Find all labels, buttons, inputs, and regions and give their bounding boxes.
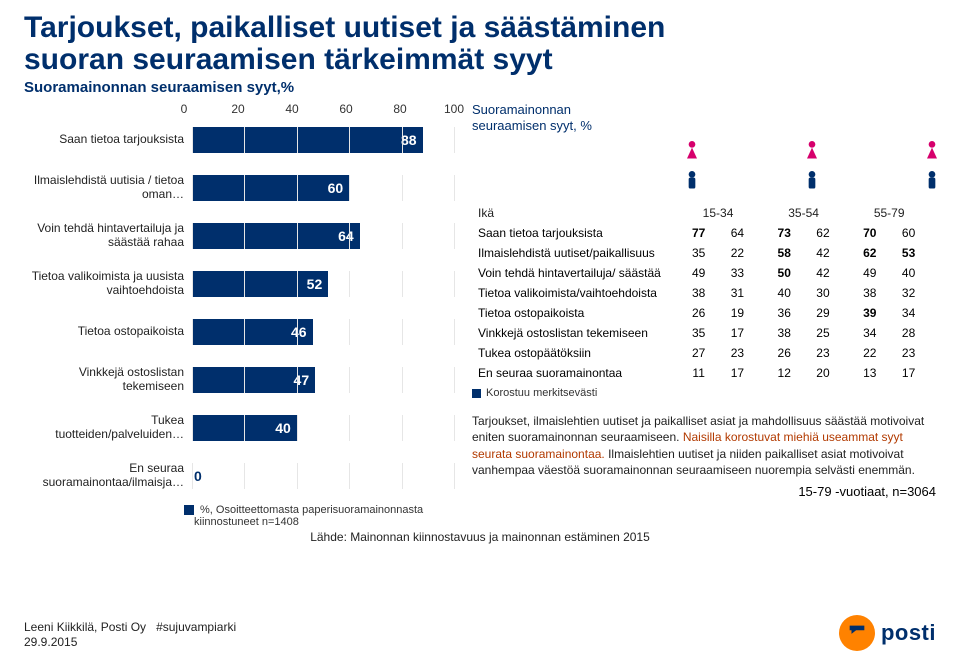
footer-credits: Leeni Kiikkilä, Posti Oy #sujuvampiarki … (24, 620, 236, 651)
logo-icon (839, 615, 875, 651)
axis-tick: 100 (444, 102, 464, 116)
bar: 46 (192, 319, 313, 345)
gender-pair-3 (922, 139, 942, 199)
table-subtitle: Suoramainonnan seuraamisen syyt, % (472, 102, 642, 133)
description-text: Tarjoukset, ilmaislehtien uutiset ja pai… (472, 413, 936, 478)
axis-tick: 0 (181, 102, 188, 116)
posti-logo: posti (839, 615, 936, 651)
bar-row: Voin tehdä hintavertailuja ja säästää ra… (24, 216, 454, 256)
page-title: Tarjoukset, paikalliset uutiset ja sääst… (24, 12, 936, 75)
bar-row: En seuraa suoramainontaa/ilmaisja…0 (24, 456, 454, 496)
bar-label: Tukea tuotteiden/palveluiden… (24, 414, 192, 442)
bar-label: Saan tietoa tarjouksista (24, 133, 192, 147)
gender-pair-2 (802, 139, 822, 199)
axis-tick: 80 (393, 102, 406, 116)
bar-row: Tietoa ostopaikoista46 (24, 312, 454, 352)
bar-label: Vinkkejä ostoslistan tekemiseen (24, 366, 192, 394)
bar-label: Tietoa valikoimista ja uusista vaihtoehd… (24, 270, 192, 298)
gender-pair-1 (682, 139, 702, 199)
logo-text: posti (881, 620, 936, 646)
footnote: 15-79 -vuotiaat, n=3064 (472, 484, 936, 499)
bar-label: En seuraa suoramainontaa/ilmaisja… (24, 462, 192, 490)
bar-chart-axis: 020406080100 (184, 102, 454, 120)
bar-row: Tietoa valikoimista ja uusista vaihtoehd… (24, 264, 454, 304)
bar-row: Saan tietoa tarjouksista88 (24, 120, 454, 160)
bar-row: Ilmaislehdistä uutisia / tietoa oman…60 (24, 168, 454, 208)
axis-tick: 20 (231, 102, 244, 116)
bar: 52 (192, 271, 328, 297)
bar: 64 (192, 223, 360, 249)
bar-label: Voin tehdä hintavertailuja ja säästää ra… (24, 222, 192, 250)
page-footer: Leeni Kiikkilä, Posti Oy #sujuvampiarki … (24, 615, 936, 651)
bar-chart: 020406080100 Saan tietoa tarjouksista88I… (24, 102, 454, 528)
source-line: Lähde: Mainonnan kiinnostavuus ja mainon… (24, 530, 936, 544)
gender-icons-row (682, 139, 936, 199)
table-legend: Korostuu merkitsevästi (472, 387, 936, 399)
data-table: Ikä15-3435-5455-79Saan tietoa tarjouksis… (472, 203, 936, 383)
axis-tick: 60 (339, 102, 352, 116)
bar: 60 (192, 175, 349, 201)
bar-label: Ilmaislehdistä uutisia / tietoa oman… (24, 174, 192, 202)
bar-label: Tietoa ostopaikoista (24, 325, 192, 339)
bar: 88 (192, 127, 423, 153)
bar-row: Tukea tuotteiden/palveluiden…40 (24, 408, 454, 448)
bar: 0 (192, 463, 200, 489)
axis-tick: 40 (285, 102, 298, 116)
bar-row: Vinkkejä ostoslistan tekemiseen47 (24, 360, 454, 400)
bar-chart-legend: %, Osoitteettomasta paperisuoramainonnas… (194, 504, 454, 528)
bar-chart-bars: Saan tietoa tarjouksista88Ilmaislehdistä… (24, 120, 454, 496)
chart-subtitle: Suoramainonnan seuraamisen syyt,% (24, 79, 936, 96)
